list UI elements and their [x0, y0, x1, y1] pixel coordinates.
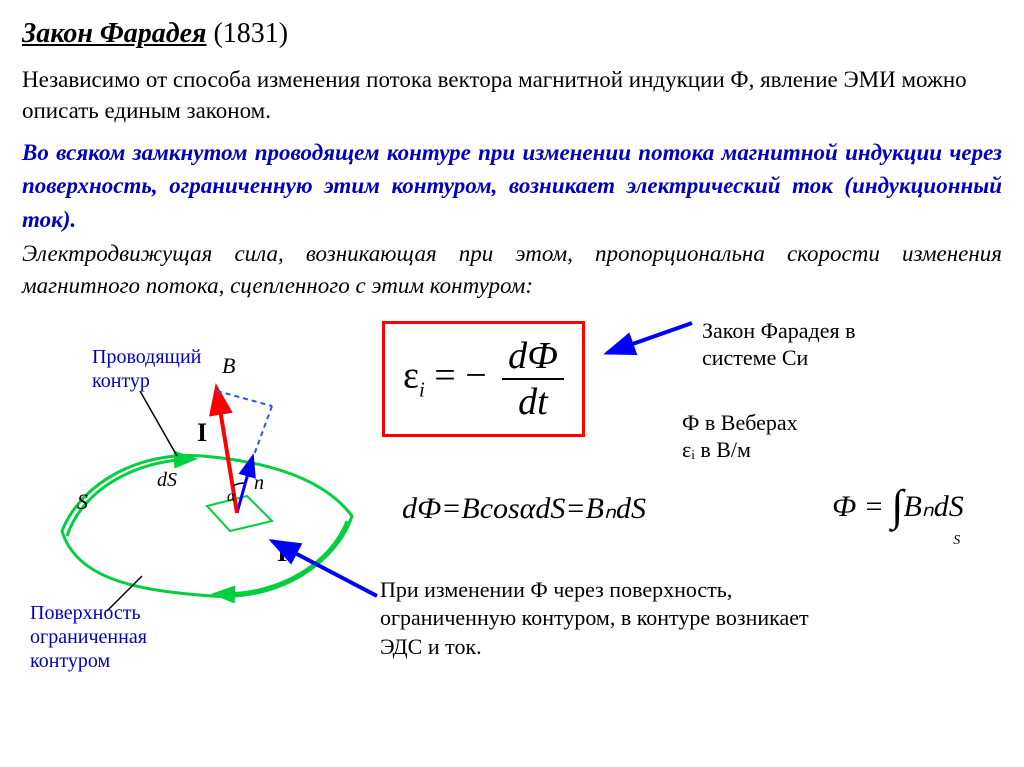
callout-units: Ф в Веберах εᵢ в В/м	[682, 409, 798, 464]
callout-si-line1: Закон Фарадея в	[702, 317, 856, 345]
formula-eq: = −	[434, 354, 486, 396]
caption-change: При изменении Ф через поверхность, огран…	[380, 576, 809, 662]
equation-integral-flux: Ф = ∫BₙdS S	[832, 476, 978, 527]
caption-surface: Поверхность ограниченная контуром	[30, 601, 147, 673]
caption-change-1: При изменении Ф через поверхность,	[380, 576, 809, 605]
faraday-formula: εi = − dФ dt	[382, 321, 585, 437]
caption-contour-2: контур	[92, 369, 201, 393]
caption-contour: Проводящий контур	[92, 345, 201, 393]
formula-num: dФ	[502, 334, 564, 380]
callout-si-line2: системе Си	[702, 344, 856, 372]
formula-sub: i	[419, 377, 425, 401]
caption-surface-3: контуром	[30, 649, 147, 673]
n-vector	[237, 459, 252, 513]
units-line2: εᵢ в В/м	[682, 436, 798, 464]
caption-contour-1: Проводящий	[92, 345, 201, 369]
lower-region: εi = − dФ dt Закон Фарадея в системе Си …	[22, 311, 1002, 731]
label-alpha: α	[227, 488, 236, 505]
title-main: Закон Фарадея	[22, 18, 206, 49]
eq3-limit: S	[953, 533, 960, 548]
caption-surface-1: Поверхность	[30, 601, 147, 625]
units-line1: Ф в Веберах	[682, 409, 798, 437]
formula-fraction: dФ dt	[502, 334, 564, 424]
label-S: S	[77, 489, 88, 514]
label-B: B⃗	[222, 353, 253, 378]
pointer-contour	[140, 391, 177, 456]
page-title: Закон Фарадея (1831)	[22, 18, 1002, 50]
formula-den: dt	[502, 380, 564, 424]
label-n: n⃗	[254, 472, 280, 494]
callout-si: Закон Фарадея в системе Си	[702, 317, 856, 372]
integral-icon: ∫	[891, 481, 903, 530]
caption-surface-2: ограниченная	[30, 625, 147, 649]
angle-arc	[233, 483, 244, 486]
emf-statement: Электродвижущая сила, возникающая при эт…	[22, 238, 1002, 302]
dash-2	[254, 406, 272, 455]
caption-change-2: ограниченную контуром, в контуре возника…	[380, 604, 809, 633]
dash-1	[217, 391, 272, 406]
intro-text: Независимо от способа изменения потока в…	[22, 64, 1002, 126]
arrow-to-current-icon	[252, 531, 392, 611]
law-statement: Во всяком замкнутом проводящем контуре п…	[22, 136, 1002, 236]
label-I-top: I	[197, 418, 207, 447]
title-year: (1831)	[213, 18, 288, 49]
caption-change-3: ЭДС и ток.	[380, 633, 809, 662]
arrow-to-formula-icon	[592, 305, 702, 365]
equation-differential-flux: dФ=BcosαdS=BₙdS	[402, 491, 646, 526]
formula-lhs: ε	[403, 354, 419, 396]
eq3-pre: Ф =	[832, 490, 891, 523]
label-dS: dS	[157, 469, 177, 491]
eq3-body: BₙdS	[903, 490, 963, 523]
